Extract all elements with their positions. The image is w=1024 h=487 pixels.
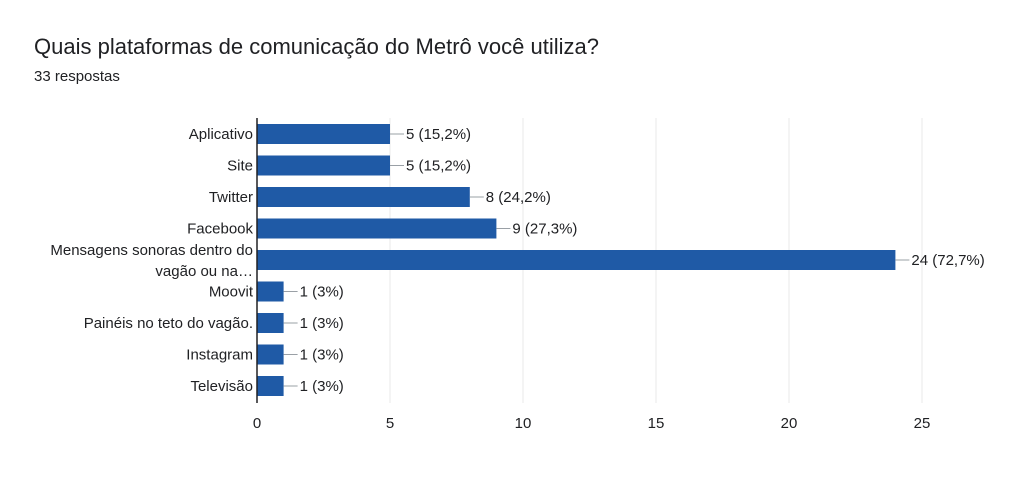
bar	[257, 187, 470, 207]
bar	[257, 376, 284, 396]
data-label: 5 (15,2%)	[406, 126, 471, 143]
bar	[257, 344, 284, 365]
category-label: vagão ou na…	[155, 263, 253, 280]
x-tick-label: 10	[515, 415, 532, 432]
bar	[257, 124, 390, 144]
data-label: 24 (72,7%)	[911, 252, 984, 269]
category-label: Moovit	[209, 284, 254, 301]
category-label: Aplicativo	[189, 126, 253, 143]
x-tick-label: 5	[386, 415, 394, 432]
category-label: Site	[227, 158, 253, 175]
x-tick-label: 25	[914, 415, 931, 432]
bar	[257, 250, 896, 270]
bar	[257, 313, 284, 333]
response-count: 33 respostas	[34, 68, 120, 85]
data-label: 8 (24,2%)	[486, 189, 551, 206]
x-tick-label: 0	[253, 415, 261, 432]
bar	[257, 281, 284, 302]
category-label: Facebook	[187, 221, 253, 238]
data-label: 5 (15,2%)	[406, 158, 471, 175]
category-label: Instagram	[186, 347, 253, 364]
data-label: 1 (3%)	[300, 378, 344, 395]
category-label: Televisão	[190, 378, 253, 395]
data-label: 1 (3%)	[300, 347, 344, 364]
category-label: Painéis no teto do vagão.	[84, 315, 253, 332]
chart-title: Quais plataformas de comunicação do Metr…	[34, 34, 599, 59]
data-label: 1 (3%)	[300, 315, 344, 332]
bar	[257, 155, 390, 176]
x-tick-label: 20	[781, 415, 798, 432]
bar	[257, 218, 497, 239]
data-label: 1 (3%)	[300, 284, 344, 301]
category-label: Mensagens sonoras dentro do	[50, 242, 253, 259]
data-label: 9 (27,3%)	[512, 221, 577, 238]
category-label: Twitter	[209, 189, 253, 206]
x-tick-label: 15	[648, 415, 665, 432]
